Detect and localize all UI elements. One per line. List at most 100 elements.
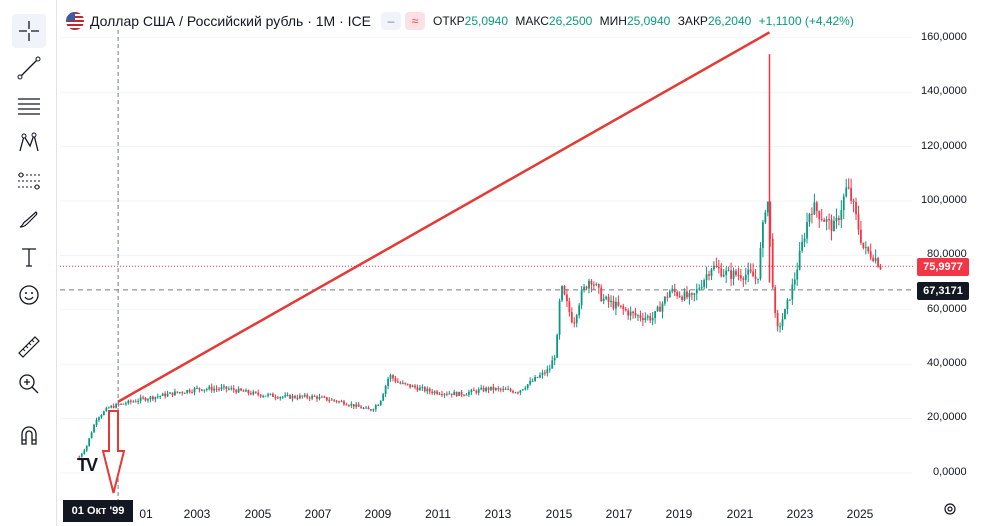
zoom-in-icon — [19, 374, 39, 394]
emoji-tool[interactable] — [12, 278, 46, 312]
compare-icon[interactable]: ≈ — [404, 12, 425, 30]
symbol-title[interactable]: Доллар США / Российский рубль · 1М · ICE — [90, 13, 371, 29]
candle-body — [401, 382, 404, 384]
candle-body — [806, 222, 808, 239]
candle-body — [259, 394, 262, 397]
candle-body — [125, 403, 127, 405]
candle-body — [370, 409, 372, 411]
zoom-tool[interactable] — [12, 367, 46, 401]
candle-body — [144, 397, 147, 401]
candle-body — [813, 202, 816, 215]
candle-body — [122, 403, 125, 405]
brush-tool[interactable] — [12, 202, 46, 236]
candle-body — [869, 251, 872, 258]
candle-body — [764, 212, 767, 223]
trend-line-tool[interactable] — [12, 51, 46, 85]
candle-body — [164, 393, 167, 397]
candle-body — [877, 258, 879, 267]
candle-body — [218, 388, 220, 390]
candle-body — [659, 306, 661, 312]
text-tool[interactable] — [12, 240, 46, 274]
candle-body — [521, 389, 524, 391]
candle-body — [112, 405, 115, 408]
candle-body — [406, 383, 409, 385]
candle-body — [276, 397, 279, 399]
tradingview-logo[interactable]: TV — [77, 455, 98, 475]
candle-body — [754, 276, 757, 279]
candle-body — [551, 360, 554, 369]
hide-legend-button[interactable]: – — [380, 12, 401, 30]
candle-body — [737, 274, 740, 276]
candle-body — [607, 296, 610, 303]
candle-body — [463, 394, 465, 396]
candle-body — [252, 391, 255, 395]
gear-icon[interactable] — [942, 501, 958, 517]
trend-line-drawing[interactable] — [117, 31, 771, 403]
symbol-header: Доллар США / Российский рубль · 1М · ICE… — [66, 11, 858, 31]
candle-body — [100, 415, 103, 418]
candle-body — [494, 388, 497, 391]
candle-body — [445, 393, 448, 395]
candle-body — [553, 357, 556, 361]
ruler-tool[interactable] — [12, 330, 46, 364]
candle-body — [835, 218, 838, 221]
candle-body — [306, 394, 309, 398]
candle-body — [232, 388, 235, 391]
candle-body — [874, 258, 877, 262]
candle-body — [639, 315, 642, 318]
candle-body — [247, 390, 250, 394]
crosshair-price-label: 67,3171 — [917, 282, 969, 300]
candle-body — [752, 271, 755, 277]
pattern-tool[interactable] — [12, 126, 46, 160]
price-tick: 120,0000 — [921, 140, 967, 152]
candle-body — [517, 392, 519, 394]
candle-body — [142, 397, 144, 399]
red-arrow-annotation[interactable] — [101, 410, 126, 494]
candle-body — [534, 377, 536, 381]
candle-body — [610, 300, 612, 303]
candle-body — [249, 393, 252, 395]
candle-body — [230, 388, 233, 390]
candle-body — [695, 289, 698, 294]
candle-body — [801, 241, 804, 251]
candle-body — [597, 284, 600, 288]
candle-body — [335, 400, 338, 402]
candle-body — [730, 270, 732, 279]
candle-body — [156, 396, 159, 398]
candle-body — [548, 368, 551, 370]
candle-body — [88, 438, 91, 446]
candle-body — [438, 393, 441, 395]
candle-body — [617, 301, 620, 306]
forecast-tool[interactable] — [12, 164, 46, 198]
magnet-tool[interactable] — [12, 419, 46, 453]
candle-body — [690, 293, 693, 295]
drawing-toolbar — [0, 0, 57, 526]
candle-body — [717, 267, 720, 269]
candle-body — [546, 369, 549, 374]
candle-body — [357, 404, 360, 407]
candle-body — [570, 312, 573, 323]
candle-body — [840, 210, 843, 220]
time-tick: 2017 — [605, 507, 633, 521]
candle-body — [450, 393, 453, 396]
candle-body — [580, 290, 583, 306]
price-tick: 160,0000 — [921, 31, 967, 43]
candle-body — [558, 300, 561, 335]
candle-body — [303, 394, 306, 397]
candle-body — [575, 315, 578, 324]
candle-body — [399, 382, 402, 384]
price-tick: 80,0000 — [927, 248, 967, 260]
candle-body — [786, 299, 789, 309]
fib-retracement-tool[interactable] — [12, 89, 46, 123]
candle-body — [174, 391, 176, 396]
candle-body — [374, 405, 377, 410]
change-value: +1,1100 (+4,42%) — [758, 14, 854, 28]
candle-body — [455, 391, 458, 396]
candle-body — [220, 387, 223, 390]
candle-body — [129, 400, 132, 402]
candle-body — [654, 311, 657, 319]
candle-body — [272, 393, 274, 397]
candle-body — [602, 298, 605, 302]
crosshair-tool[interactable] — [12, 14, 46, 48]
